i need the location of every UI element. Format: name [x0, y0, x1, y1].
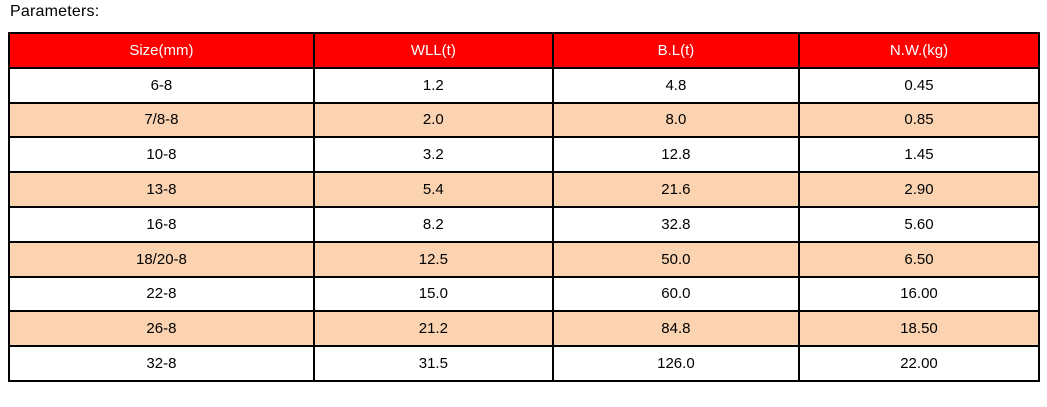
column-header: WLL(t) — [312, 32, 554, 69]
table-cell: 126.0 — [551, 345, 800, 382]
column-header: B.L(t) — [551, 32, 800, 69]
table-row: 18/20-8 12.5 50.0 6.50 — [8, 240, 1041, 278]
table-cell: 4.8 — [551, 66, 800, 104]
table-cell: 22.00 — [797, 345, 1041, 382]
parameters-table: Size(mm) WLL(t) B.L(t) N.W.(kg) 6-8 1.2 4.8 0.… — [8, 32, 1041, 382]
table-cell: 1.45 — [797, 136, 1041, 174]
table-row: 7/8-8 2.0 8.0 0.85 — [8, 101, 1041, 139]
table-row: 6-8 1.2 4.8 0.45 — [8, 66, 1041, 104]
table-cell: 7/8-8 — [8, 101, 315, 139]
table-cell: 18.50 — [797, 310, 1041, 348]
table-cell: 60.0 — [551, 275, 800, 313]
table-cell: 5.4 — [312, 171, 554, 208]
table-cell: 2.90 — [797, 171, 1041, 208]
table-cell: 21.2 — [312, 310, 554, 348]
table-cell: 1.2 — [312, 66, 554, 104]
column-header: Size(mm) — [8, 32, 315, 69]
table-cell: 26-8 — [8, 310, 315, 348]
page-title: Parameters: — [10, 3, 100, 20]
table-cell: 0.45 — [797, 66, 1041, 104]
table-header-row: Size(mm) WLL(t) B.L(t) N.W.(kg) — [8, 32, 1041, 69]
table-cell: 18/20-8 — [8, 240, 315, 278]
table-row: 16-8 8.2 32.8 5.60 — [8, 205, 1041, 243]
table-cell: 16-8 — [8, 205, 315, 243]
table-cell: 12.8 — [551, 136, 800, 174]
table-row: 26-8 21.2 84.8 18.50 — [8, 310, 1041, 348]
table-cell: 12.5 — [312, 240, 554, 278]
table-cell: 32.8 — [551, 205, 800, 243]
table-header: Size(mm) WLL(t) B.L(t) N.W.(kg) — [8, 32, 1041, 69]
table-cell: 2.0 — [312, 101, 554, 139]
table-row: 10-8 3.2 12.8 1.45 — [8, 136, 1041, 174]
table-cell: 13-8 — [8, 171, 315, 208]
table-cell: 0.85 — [797, 101, 1041, 139]
table-cell: 6-8 — [8, 66, 315, 104]
table-cell: 21.6 — [551, 171, 800, 208]
table-body: 6-8 1.2 4.8 0.45 7/8-8 2.0 8.0 0.85 10-8 3.2 12.8 1… — [8, 66, 1041, 382]
table-cell: 22-8 — [8, 275, 315, 313]
table-cell: 8.2 — [312, 205, 554, 243]
table-cell: 16.00 — [797, 275, 1041, 313]
table-cell: 32-8 — [8, 345, 315, 382]
table-cell: 84.8 — [551, 310, 800, 348]
table-cell: 3.2 — [312, 136, 554, 174]
table-cell: 8.0 — [551, 101, 800, 139]
column-header: N.W.(kg) — [797, 32, 1041, 69]
table-row: 32-8 31.5 126.0 22.00 — [8, 345, 1041, 382]
table-row: 13-8 5.4 21.6 2.90 — [8, 171, 1041, 208]
table-cell: 31.5 — [312, 345, 554, 382]
table-cell: 50.0 — [551, 240, 800, 278]
table-cell: 15.0 — [312, 275, 554, 313]
table-cell: 6.50 — [797, 240, 1041, 278]
table-cell: 10-8 — [8, 136, 315, 174]
table-cell: 5.60 — [797, 205, 1041, 243]
table-row: 22-8 15.0 60.0 16.00 — [8, 275, 1041, 313]
